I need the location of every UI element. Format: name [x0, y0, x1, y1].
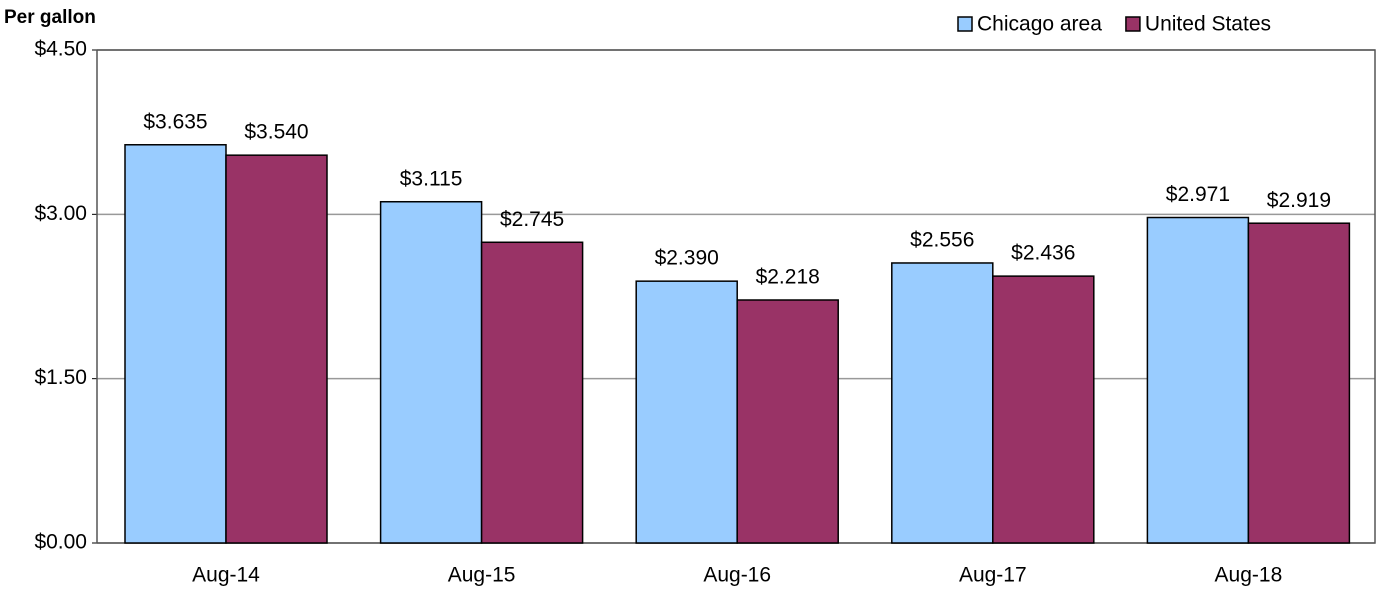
x-tick-label: Aug-15 [448, 564, 516, 587]
bar [992, 275, 1095, 544]
y-tick-label: $0.00 [34, 531, 87, 554]
x-tick-label: Aug-14 [192, 564, 260, 587]
bar [635, 280, 738, 544]
legend-swatch [957, 16, 973, 32]
bar [124, 144, 227, 544]
legend-swatch [1125, 16, 1141, 32]
value-label: $3.635 [143, 110, 207, 133]
bar [736, 299, 839, 544]
value-label: $3.540 [244, 121, 308, 144]
y-tick-label: $4.50 [34, 38, 87, 61]
bar [225, 154, 328, 544]
bar [1146, 216, 1250, 544]
value-label: $2.436 [1011, 242, 1075, 265]
y-tick-label: $1.50 [34, 366, 87, 389]
value-label: $2.218 [756, 266, 820, 289]
y-tick-label: $3.00 [34, 202, 87, 225]
value-label: $2.971 [1166, 183, 1230, 206]
x-tick-label: Aug-18 [1215, 564, 1283, 587]
bar [379, 200, 483, 544]
bar [891, 262, 994, 544]
value-label: $2.745 [500, 208, 564, 231]
chart-title: Per gallon [4, 7, 96, 28]
legend-label: Chicago area [977, 13, 1102, 36]
bar [480, 241, 584, 544]
x-tick-label: Aug-17 [959, 564, 1027, 587]
value-label: $2.556 [910, 229, 974, 252]
value-label: $2.919 [1267, 189, 1331, 212]
x-tick-label: Aug-16 [703, 564, 771, 587]
legend-label: United States [1145, 13, 1271, 36]
bar [1247, 222, 1351, 544]
value-label: $2.390 [655, 247, 719, 270]
value-label: $3.115 [400, 167, 463, 190]
